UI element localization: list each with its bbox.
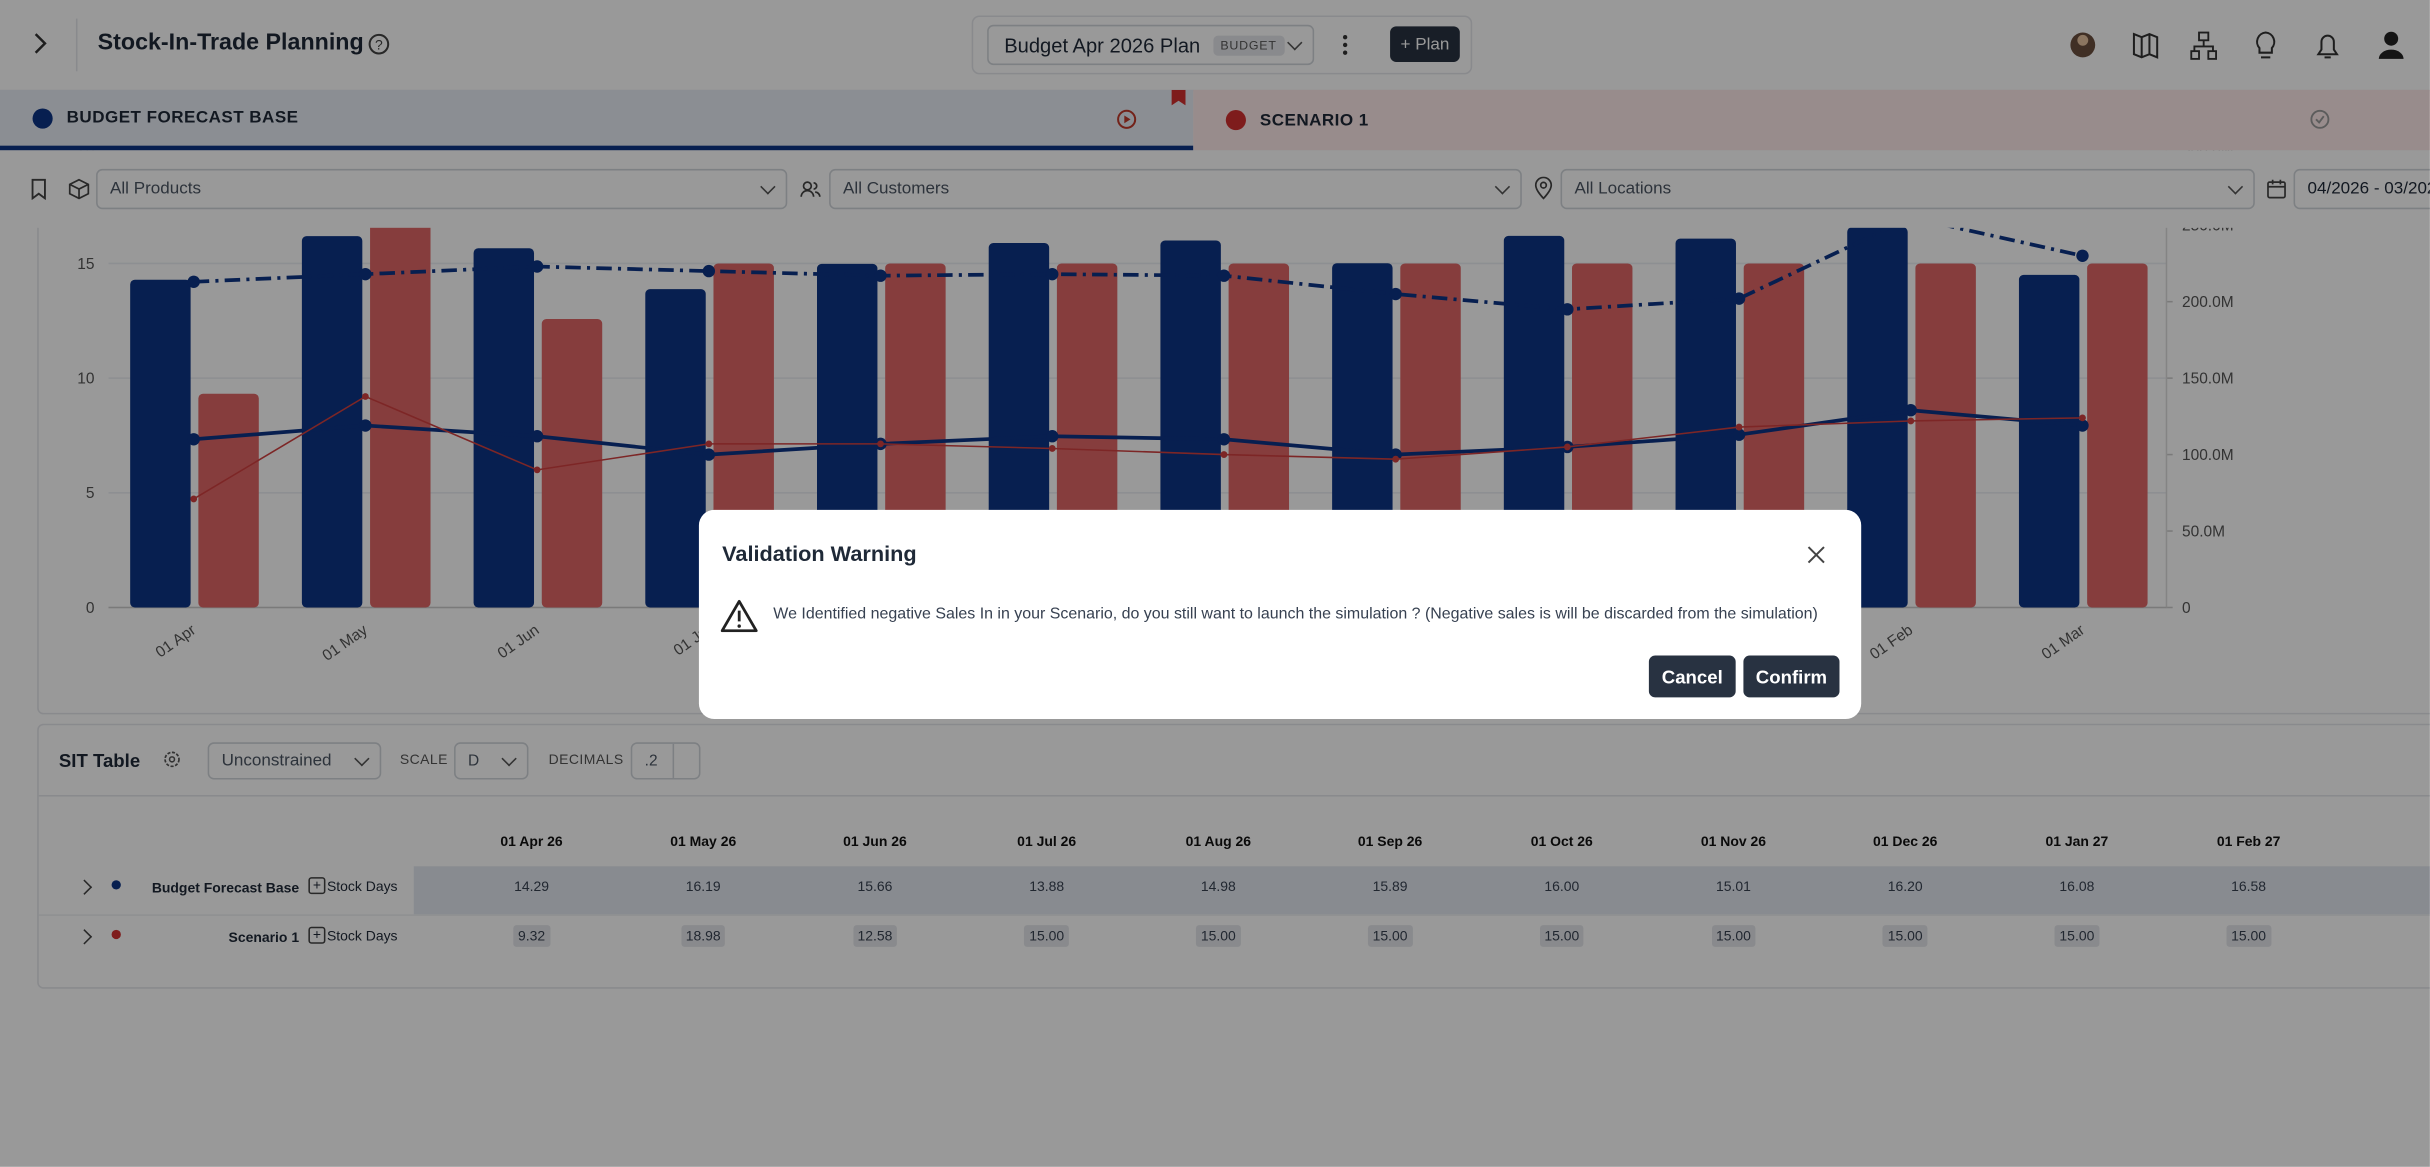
line-point <box>1735 423 1743 431</box>
line-point <box>1732 292 1746 305</box>
filter-text: All Products <box>110 179 202 199</box>
validation-modal: Validation Warning We Identified negativ… <box>698 509 1862 720</box>
mode-select[interactable]: Unconstrained <box>207 742 382 780</box>
line-point <box>1563 443 1571 451</box>
line-point <box>1389 448 1402 461</box>
y2-tick-label: 150.0M <box>2182 371 2234 388</box>
scale-select[interactable]: D <box>454 742 529 780</box>
bar <box>370 172 431 608</box>
help-icon[interactable]: ? <box>367 33 390 56</box>
y2-tick-label: 200.0M <box>2182 294 2234 311</box>
modal-message: We Identified negative Sales In in your … <box>773 605 1818 623</box>
plan-select[interactable]: Budget Apr 2026 Plan BUDGET <box>987 24 1315 66</box>
tab-label: BUDGET FORECAST BASE <box>66 108 299 128</box>
page-title: Stock-In-Trade Planning <box>97 29 364 56</box>
line-point <box>1220 451 1228 458</box>
line-point <box>530 430 544 443</box>
bar <box>130 279 191 608</box>
y2-tick-label: 50.0M <box>2182 523 2225 540</box>
line <box>193 408 2083 457</box>
line-point <box>530 260 544 273</box>
line-point <box>1048 445 1056 452</box>
line-point <box>1046 267 1059 281</box>
close-button[interactable] <box>1807 545 1826 564</box>
line-point <box>362 393 369 400</box>
bar <box>541 318 603 608</box>
line-point <box>2076 249 2089 263</box>
line-point <box>187 433 200 446</box>
y-tick-label: 5 <box>86 485 95 502</box>
decimals-label: DECIMALS <box>548 751 624 768</box>
svg-text:?: ? <box>375 37 383 53</box>
add-plan-button[interactable]: + Plan <box>1390 26 1460 62</box>
tab-budget[interactable]: BUDGET FORECAST BASE <box>0 89 1194 151</box>
line-point <box>190 495 198 503</box>
tab-scenario[interactable]: SCENARIO 1 <box>1193 89 2430 151</box>
line-point <box>874 269 887 282</box>
line-point <box>1389 287 1402 301</box>
y2-tick-label: 0 <box>2182 600 2191 617</box>
line-point <box>1904 404 1917 417</box>
products-filter[interactable]: All Products <box>96 168 788 210</box>
y-tick-label: 0 <box>86 600 95 617</box>
line-point <box>359 419 372 432</box>
select-text: Unconstrained <box>221 751 332 771</box>
line-point <box>877 440 884 448</box>
filter-text: All Customers <box>843 179 950 199</box>
line-point <box>1732 428 1746 441</box>
line-point <box>2079 414 2086 422</box>
select-text: D <box>468 752 480 770</box>
bar <box>1915 263 1976 608</box>
plan-badge: BUDGET <box>1212 34 1285 56</box>
filter-bar: All Products All Customers All Locations… <box>0 150 2430 228</box>
line-point <box>533 466 541 474</box>
cancel-button[interactable]: Cancel <box>1648 655 1736 698</box>
line <box>193 215 2083 312</box>
warning-icon <box>720 599 758 633</box>
table-title: SIT Table <box>58 750 141 772</box>
y2-tick-label: 100.0M <box>2182 447 2234 464</box>
y-tick-label: 15 <box>77 256 94 273</box>
scale-label: SCALE <box>399 751 448 768</box>
y-tick-label: 10 <box>77 371 94 388</box>
decimals-input[interactable]: .2 <box>630 742 701 780</box>
line-point <box>705 440 713 448</box>
line-point <box>1046 430 1059 443</box>
filter-text: 04/2026 - 03/2027 <box>2307 179 2430 199</box>
locations-filter[interactable]: All Locations <box>1560 168 2255 210</box>
bar <box>473 248 535 608</box>
line-point <box>187 275 200 288</box>
input-text: .2 <box>644 752 658 770</box>
expand-sidebar[interactable] <box>28 31 53 56</box>
header-icons <box>2070 31 2404 60</box>
tab-label: SCENARIO 1 <box>1259 110 1369 130</box>
line <box>193 395 2083 500</box>
bar <box>301 236 363 608</box>
line-point <box>359 267 372 281</box>
line-point <box>1561 303 1574 316</box>
filter-text: All Locations <box>1574 179 1672 199</box>
line-point <box>2076 419 2089 432</box>
bar <box>1847 227 1908 608</box>
bar <box>2018 274 2080 608</box>
date-filter[interactable]: 04/2026 - 03/2027 <box>2293 168 2430 210</box>
modal-title: Validation Warning <box>722 540 917 566</box>
line-point <box>1217 269 1231 282</box>
line-point <box>702 448 716 461</box>
confirm-button[interactable]: Confirm <box>1743 655 1840 698</box>
header: Stock-In-Trade Planning ? Budget Apr 202… <box>0 0 2430 92</box>
line-point <box>1217 433 1231 446</box>
table-settings[interactable] <box>163 750 182 769</box>
more-menu[interactable] <box>1336 31 1355 59</box>
customers-filter[interactable]: All Customers <box>829 168 1522 210</box>
plan-name: Budget Apr 2026 Plan <box>1004 33 1201 57</box>
bar <box>198 393 259 608</box>
line-point <box>1392 455 1400 463</box>
line-point <box>1907 417 1915 425</box>
line-point <box>702 264 716 278</box>
bar <box>2087 263 2148 608</box>
